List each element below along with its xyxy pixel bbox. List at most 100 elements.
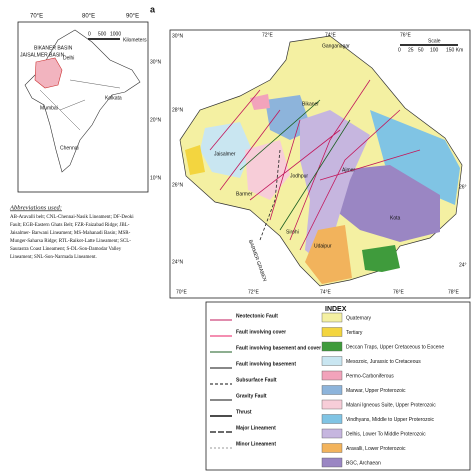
unit-area bbox=[185, 145, 205, 175]
index-legend: INDEX Neotectonic Fault Fault involving c… bbox=[205, 301, 471, 471]
inset-scale: 0 bbox=[88, 31, 91, 37]
unit-label: Malani Igneous Suite, Upper Proterozoic bbox=[346, 402, 436, 408]
place: Udaipur bbox=[314, 243, 332, 249]
structure-label: Thrust bbox=[236, 409, 252, 415]
main-map: 72°E 74°E 76°E 30°N 28°N 26°N 24°N 70°E … bbox=[169, 29, 471, 299]
unit-swatch bbox=[321, 356, 343, 366]
inset-lineaments bbox=[39, 79, 121, 131]
structure-legend: Neotectonic Fault Fault involving cover Fa… bbox=[210, 313, 321, 449]
unit-swatch bbox=[321, 312, 343, 323]
inset-place: Mumbai bbox=[40, 105, 58, 111]
inset-scale: 500 bbox=[98, 31, 107, 37]
inset-lon: 70°E bbox=[30, 14, 43, 20]
unit-label: Permo-Carboniferous bbox=[346, 373, 394, 379]
unit-swatch bbox=[321, 428, 343, 439]
index-title: INDEX bbox=[325, 306, 347, 313]
place: Ajmer bbox=[342, 167, 355, 173]
inset-scale-bar bbox=[88, 38, 120, 40]
unit-label: Deccan Traps, Upper Cretaceous to Eocene bbox=[346, 344, 444, 350]
unit-area bbox=[335, 165, 440, 242]
abbrev-line: Munger-Saharsa Ridge; RTL-Raikot-Latte L… bbox=[10, 239, 131, 244]
unit-area bbox=[245, 140, 290, 200]
lat-label: 24° bbox=[459, 262, 467, 268]
inset-lon: 90°E bbox=[126, 14, 139, 20]
structure-label: Gravity Fault bbox=[236, 393, 267, 399]
inset-place: Kolkata bbox=[105, 95, 122, 101]
lon-label: 74°E bbox=[320, 289, 332, 295]
unit-swatch bbox=[321, 414, 343, 424]
abbrev-line: AB-Aravalli belt; CNL-Chennai-Nasik Line… bbox=[10, 215, 134, 220]
unit-swatch bbox=[321, 327, 343, 337]
unit-swatch bbox=[321, 370, 343, 381]
inset-place: JAISALMER BASIN bbox=[20, 52, 65, 58]
inset-map: 70°E 80°E 90°E 30°N 20°N 10°N JAISALMER … bbox=[17, 14, 162, 193]
scale-label: 50 bbox=[418, 47, 424, 53]
inset-lat: 10°N bbox=[150, 175, 162, 181]
unit-area bbox=[305, 225, 352, 284]
rajasthan bbox=[34, 57, 63, 89]
place: Bikaner bbox=[302, 101, 319, 107]
abbrev-line: Lineament; SNL-Son-Narmada Lineament. bbox=[10, 255, 97, 260]
inset-lat: 30°N bbox=[150, 59, 162, 65]
lon-label: 72°E bbox=[262, 32, 274, 38]
unit-area bbox=[362, 245, 400, 272]
inset-lat: 20°N bbox=[150, 117, 162, 123]
lat-label: 26° bbox=[459, 184, 467, 190]
unit-label: Vindhyans, Middle to Upper Proterozoic bbox=[346, 417, 435, 423]
lat-label: 26°N bbox=[172, 182, 184, 188]
inset-place: Delhi bbox=[63, 55, 74, 61]
structure-label: Neotectonic Fault bbox=[236, 313, 278, 319]
inset-frame bbox=[17, 21, 149, 193]
unit-label: BGC, Archaean bbox=[346, 460, 381, 466]
place: Ganganagar bbox=[322, 43, 350, 49]
unit-swatch bbox=[321, 385, 343, 395]
unit-swatch bbox=[321, 443, 343, 453]
place: Sirohi bbox=[286, 229, 299, 235]
panel-label: a bbox=[150, 4, 156, 14]
fault-lines bbox=[209, 79, 421, 251]
abbrev-title: Abbreviations used: bbox=[9, 204, 62, 211]
fault-lines bbox=[239, 99, 351, 231]
lon-label: 74°E bbox=[325, 32, 337, 38]
lon-label: 76°E bbox=[400, 32, 412, 38]
lat-label: 30°N bbox=[172, 33, 184, 39]
structure-label: Major Lineament bbox=[236, 425, 276, 431]
abbrev-line: Jaisalmer- Barwani Lineament; MS-Mahanad… bbox=[10, 231, 131, 236]
unit-label: Aravalli, Lower Proterozoic bbox=[346, 446, 406, 452]
scale-bar bbox=[400, 44, 458, 46]
place: Kota bbox=[390, 215, 401, 221]
inset-place: BIKANER BASIN bbox=[34, 45, 73, 51]
inset-scale: Kilometers bbox=[123, 37, 147, 43]
structure-label: Subsurface Fault bbox=[236, 377, 277, 383]
scale-title: Scale bbox=[428, 38, 441, 44]
abbrev-text: AB-Aravalli belt; CNL-Chennai-Nasik Line… bbox=[10, 215, 134, 260]
unit-swatch bbox=[321, 399, 343, 410]
place: Jodhpur bbox=[290, 173, 308, 179]
unit-area bbox=[370, 110, 460, 205]
structure-label: Fault involving basement bbox=[236, 361, 296, 367]
scale-label: 150 Km bbox=[446, 47, 463, 53]
lon-label: 76°E bbox=[393, 289, 405, 295]
unit-label: Mesozoic, Jurassic to Cretaceous bbox=[346, 359, 421, 365]
place: Barmer bbox=[236, 191, 253, 197]
unit-legend: Quaternary Tertiary Deccan Traps, Upper Cr… bbox=[321, 312, 444, 468]
scale-label: 100 bbox=[430, 47, 439, 53]
graben-label: BARMER GRABEN bbox=[247, 239, 268, 283]
unit-swatch bbox=[321, 457, 343, 468]
lon-label: 78°E bbox=[448, 289, 460, 295]
structure-label: Fault involving basement and cover bbox=[236, 345, 321, 351]
map-frame bbox=[169, 29, 471, 299]
unit-label: Tertiary bbox=[346, 330, 363, 336]
structure-label: Minor Lineament bbox=[236, 441, 276, 447]
place: Jaisalmer bbox=[214, 151, 236, 157]
lat-label: 28°N bbox=[172, 107, 184, 113]
lon-label: 70°E bbox=[176, 289, 188, 295]
graben-line bbox=[259, 149, 281, 241]
inset-scale: 1000 bbox=[110, 31, 121, 37]
scale-label: 25 bbox=[408, 47, 414, 53]
unit-label: Quaternary bbox=[346, 315, 372, 321]
inset-place: Chennai bbox=[60, 145, 79, 151]
unit-area bbox=[250, 94, 270, 110]
unit-label: Delhis, Lower To Middle Proterozoic bbox=[346, 431, 426, 437]
